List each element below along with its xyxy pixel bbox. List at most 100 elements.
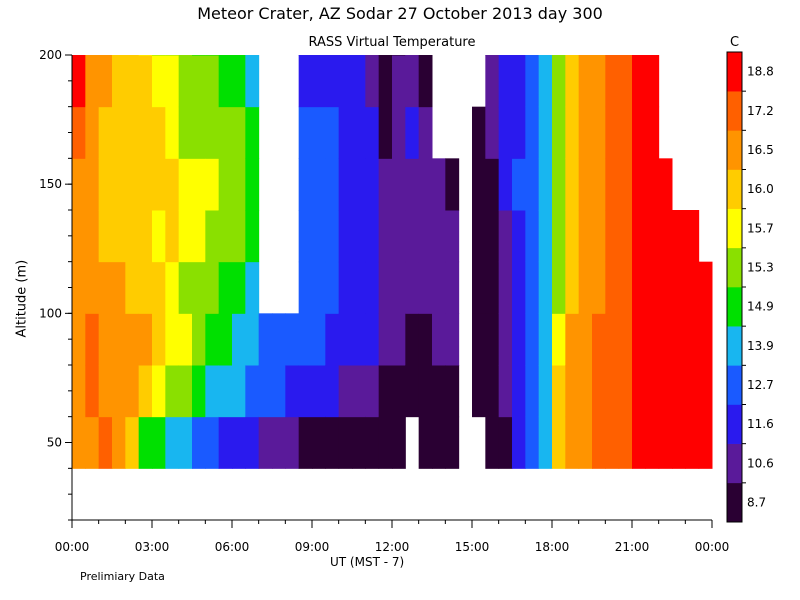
heatmap-cell (472, 106, 486, 159)
heatmap-cell (378, 365, 393, 418)
heatmap-cell (325, 416, 340, 469)
heatmap-cell (525, 55, 540, 108)
heatmap-cell (485, 365, 500, 418)
heatmap-cell (98, 55, 113, 108)
heatmap-cell (418, 261, 433, 314)
heatmap-cell (112, 210, 126, 263)
heatmap-cell (152, 210, 166, 263)
heatmap-cell (472, 313, 486, 366)
colorbar-label: 15.7 (747, 221, 774, 235)
heatmap-cell (592, 416, 606, 469)
heatmap-cell (485, 106, 500, 159)
x-tick-label: 00:00 (55, 540, 90, 554)
heatmap-cell (72, 365, 86, 418)
heatmap-cell (485, 210, 500, 263)
heatmap-cell (178, 365, 193, 418)
heatmap-cell (552, 106, 566, 159)
y-tick-label: 200 (39, 48, 62, 62)
preliminary-note: Prelimiary Data (80, 570, 165, 583)
heatmap-cell (472, 158, 486, 211)
heatmap-cell (378, 158, 393, 211)
heatmap-cell (672, 313, 686, 366)
heatmap-cell (485, 416, 500, 469)
heatmap-cell (192, 158, 206, 211)
heatmap-cell (178, 55, 193, 56)
heatmap-cell (98, 106, 113, 159)
heatmap-cell (258, 416, 273, 469)
heatmap-cell (112, 313, 126, 366)
heatmap-cell (405, 365, 420, 418)
heatmap-cell (178, 261, 193, 314)
heatmap-cell (538, 416, 553, 469)
colorbar-label: 8.7 (747, 495, 766, 509)
colorbar-swatch (727, 169, 742, 209)
heatmap-cell (525, 365, 540, 418)
heatmap-cell (525, 416, 540, 469)
heatmap-cell (592, 55, 606, 56)
heatmap-cell (512, 416, 526, 469)
colorbar-swatch (727, 482, 742, 523)
heatmap-cell (125, 210, 140, 263)
heatmap-cell (192, 55, 206, 56)
heatmap-cell (632, 261, 646, 314)
colorbar-swatch (727, 404, 742, 444)
heatmap-cell (605, 313, 620, 366)
heatmap-cell (698, 313, 713, 366)
heatmap-cell (125, 261, 140, 314)
heatmap-cell (592, 313, 606, 366)
heatmap-cell (85, 313, 100, 366)
colorbar-swatch (727, 130, 742, 170)
heatmap-cell (378, 106, 393, 159)
heatmap-cell (685, 313, 700, 366)
colorbar-label: 10.6 (747, 456, 774, 470)
colorbar-swatch (727, 91, 742, 131)
heatmap-cell (352, 106, 366, 159)
heatmap-cell (205, 365, 220, 418)
heatmap-cell (525, 313, 540, 366)
heatmap-cell (512, 158, 526, 211)
heatmap-cell (165, 55, 180, 108)
heatmap-cell (285, 313, 300, 366)
heatmap-cell (178, 210, 193, 263)
heatmap-cell (605, 261, 620, 314)
heatmap-cell (672, 210, 686, 263)
heatmap-cell (658, 313, 673, 366)
heatmap-cell (605, 210, 620, 263)
heatmap-cell (538, 158, 553, 211)
heatmap-cell (258, 313, 273, 366)
heatmap-cell (378, 210, 393, 263)
heatmap-cell (392, 55, 406, 56)
heatmap-cell (645, 210, 660, 263)
colorbar-label: 16.0 (747, 182, 774, 196)
colorbar-label: 12.7 (747, 378, 774, 392)
heatmap-cell (432, 416, 446, 469)
heatmap-cell (338, 261, 353, 314)
heatmap-cell (632, 210, 646, 263)
heatmap-cell (525, 55, 540, 56)
heatmap-cell (152, 313, 166, 366)
colorbar-label: 13.9 (747, 339, 774, 353)
heatmap-cell (192, 210, 206, 263)
heatmap-cell (392, 210, 406, 263)
heatmap-cell (405, 158, 420, 211)
heatmap-cell (552, 210, 566, 263)
heatmap-cell (365, 365, 380, 418)
heatmap-cell (658, 158, 673, 211)
y-tick-label: 50 (47, 436, 62, 450)
heatmap-cell (165, 261, 180, 314)
heatmap-cell (445, 261, 460, 314)
heatmap-cell (152, 55, 166, 56)
heatmap-cell (312, 416, 326, 469)
heatmap-cell (325, 55, 340, 108)
heatmap-cell (565, 313, 580, 366)
heatmap-cell (72, 55, 86, 108)
heatmap-cell (178, 55, 193, 108)
heatmap-cell (658, 261, 673, 314)
colorbar-label: 15.3 (747, 260, 774, 274)
heatmap-cell (512, 55, 526, 108)
heatmap-cell (312, 365, 326, 418)
heatmap-cell (138, 106, 153, 159)
colorbar-swatch (727, 208, 742, 249)
heatmap-cell (592, 158, 606, 211)
heatmap-cell (565, 365, 580, 418)
